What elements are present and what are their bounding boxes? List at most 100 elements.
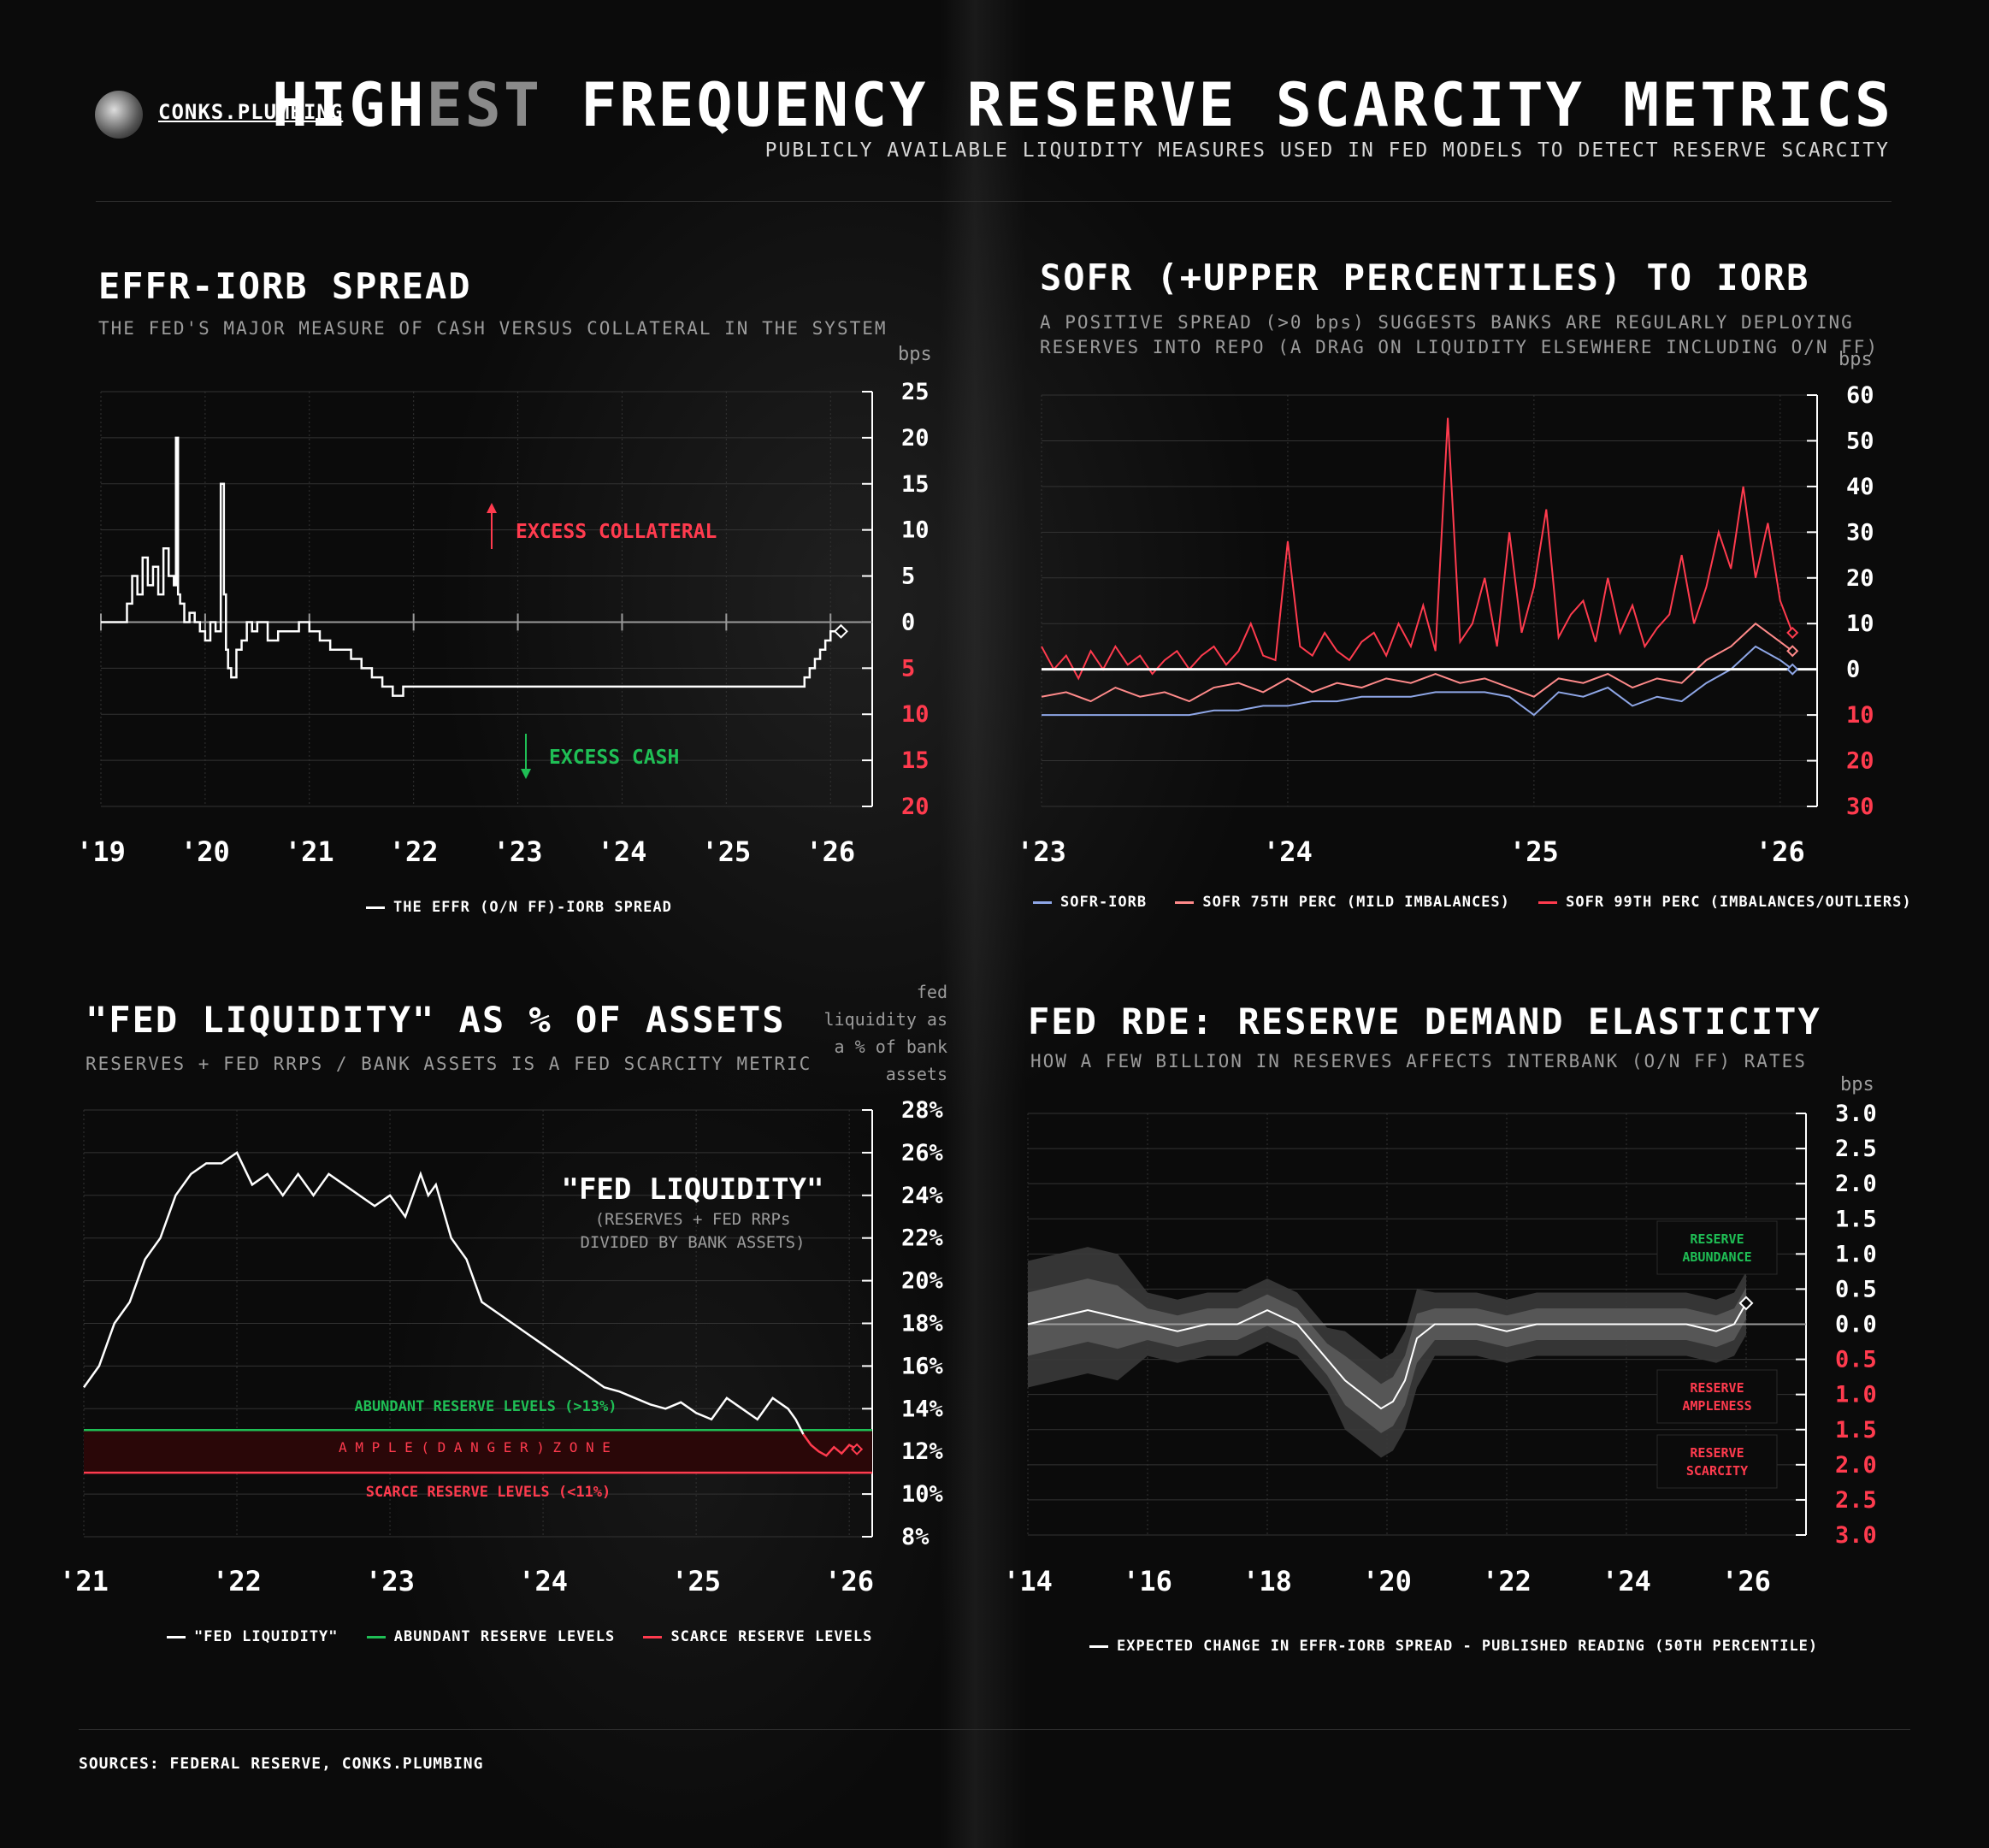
x-tick-label: '26 (1721, 1565, 1771, 1597)
y-tick-label: 28% (901, 1097, 944, 1124)
x-tick-label: '16 (1123, 1565, 1172, 1597)
effr-legend-item: THE EFFR (O/N FF)-IORB SPREAD (366, 899, 672, 916)
last-value-marker (1786, 645, 1799, 658)
sofr-chart: 60 50 40 30 20 10 0 10 20 30 '23 '24 '25 '26 (1017, 382, 1874, 868)
fedliq-legend: "FED LIQUIDITY" ABUNDANT RESERVE LEVELS … (167, 1628, 891, 1645)
rde-median-line (1027, 1302, 1747, 1410)
reserve-scarcity-box-label: SCARCITY (1686, 1463, 1748, 1479)
legend-swatch (1538, 900, 1558, 904)
y-tick-label: 30 (1846, 794, 1874, 820)
x-tick-label: '22 (1482, 1565, 1532, 1597)
fedliq-legend-item-3: SCARCE RESERVE LEVELS (643, 1628, 872, 1645)
x-tick-label: '18 (1242, 1565, 1292, 1597)
excess-collateral-label: EXCESS COLLATERAL (516, 521, 717, 543)
unit-line: assets (885, 1064, 947, 1084)
y-tick-label: 15 (901, 747, 930, 774)
y-tick-label: 0 (901, 609, 915, 635)
x-tick-label: '25 (1509, 835, 1559, 868)
reserve-abundance-box (1656, 1220, 1778, 1275)
y-tick-label: 2.5 (1835, 1487, 1877, 1514)
x-tick-label: '26 (1756, 835, 1805, 868)
y-tick-label: 16% (901, 1353, 944, 1379)
scarce-level-label: SCARCE RESERVE LEVELS (<11%) (366, 1484, 611, 1501)
header-divider (96, 201, 1892, 202)
y-tick-label: 1.0 (1835, 1382, 1877, 1408)
y-tick-label: 20 (1846, 565, 1874, 592)
legend-label: SOFR-IORB (1060, 894, 1148, 911)
unit-line: a % of bank (834, 1036, 947, 1057)
sofr-legend-item-1: SOFR-IORB (1033, 894, 1147, 911)
sofr-legend-item-3: SOFR 99TH PERC (IMBALANCES/OUTLIERS) (1538, 894, 1911, 911)
sofr-99th-percentile-line (1041, 417, 1794, 681)
excess-collateral-arrowhead (487, 503, 497, 513)
x-tick-label: '26 (806, 835, 855, 868)
sources-note: SOURCES: FEDERAL RESERVE, CONKS.PLUMBING (79, 1755, 484, 1773)
y-tick-label: 0.5 (1835, 1276, 1877, 1302)
x-tick-label: '21 (59, 1565, 109, 1597)
sofr-subtitle-1: A POSITIVE SPREAD (>0 bps) SUGGESTS BANK… (1040, 312, 1854, 333)
y-tick-label: 26% (901, 1140, 944, 1166)
y-tick-label: 2.0 (1835, 1452, 1877, 1479)
legend-swatch (366, 1635, 386, 1638)
page-title: HIGHEST FREQUENCY RESERVE SCARCITY METRI… (272, 70, 1893, 140)
abundant-level-label: ABUNDANT RESERVE LEVELS (>13%) (354, 1398, 617, 1415)
title-bright: HIGH (271, 70, 427, 140)
reserve-abundance-box-label: ABUNDANCE (1682, 1249, 1751, 1265)
y-tick-label: 20 (901, 794, 930, 820)
x-tick-label: '24 (1602, 1565, 1651, 1597)
last-value-marker (1738, 1296, 1754, 1311)
legend-swatch (643, 1635, 663, 1638)
x-tick-label: '21 (285, 835, 334, 868)
x-tick-label: '22 (389, 835, 439, 868)
fedliq-title: "FED LIQUIDITY" AS % OF ASSETS (86, 999, 786, 1041)
last-value-marker (1786, 626, 1799, 639)
reserve-ampleness-box-label: RESERVE (1690, 1380, 1744, 1396)
x-tick-label: '14 (1003, 1565, 1053, 1597)
y-tick-label: 1.5 (1835, 1206, 1877, 1232)
reserve-ampleness-box-label: AMPLENESS (1682, 1398, 1751, 1414)
legend-label: ABUNDANT RESERVE LEVELS (393, 1628, 616, 1645)
excess-cash-arrowhead (521, 769, 531, 779)
fed-liquidity-line (82, 1151, 805, 1435)
y-tick-label: 10 (1846, 702, 1874, 729)
brand-link[interactable]: CONKS.PLUMBING (158, 100, 344, 124)
fedliq-legend-item-1: "FED LIQUIDITY" (167, 1628, 339, 1645)
legend-swatch (167, 1635, 186, 1638)
y-tick-label: 15 (901, 471, 930, 498)
rde-subtitle: HOW A FEW BILLION IN RESERVES AFFECTS IN… (1030, 1051, 1807, 1072)
reserve-abundance-box-label: RESERVE (1690, 1231, 1744, 1247)
y-tick-label: 2.0 (1835, 1171, 1877, 1197)
fed-liquidity-line-scarce-segment (802, 1433, 858, 1457)
x-tick-label: '23 (1017, 835, 1066, 868)
rde-unit: bps (1840, 1074, 1874, 1095)
sofr-subtitle-2: RESERVES INTO REPO (A DRAG ON LIQUIDITY … (1040, 337, 1880, 357)
x-tick-label: '19 (76, 835, 126, 868)
y-tick-label: 0 (1846, 657, 1860, 683)
fedliq-legend-item-2: ABUNDANT RESERVE LEVELS (366, 1628, 616, 1645)
sofr-iorb-line (1042, 645, 1793, 717)
fedliq-unit: fed liquidity as a % of bank assets (821, 978, 948, 1088)
sofr-unit: bps (1838, 349, 1873, 370)
y-tick-label: 24% (901, 1183, 944, 1209)
y-tick-label: 10 (1846, 611, 1874, 637)
legend-label: EXPECTED CHANGE IN EFFR-IORB SPREAD - PU… (1117, 1638, 1819, 1655)
danger-zone-band (84, 1430, 872, 1473)
sofr-legend: SOFR-IORB SOFR 75TH PERC (MILD IMBALANCE… (1033, 894, 1931, 911)
danger-zone-label: A M P L E ( D A N G E R ) Z O N E (339, 1439, 611, 1455)
y-tick-label: 0.0 (1835, 1312, 1877, 1338)
x-tick-label: '20 (1362, 1565, 1412, 1597)
reserve-ampleness-box (1656, 1369, 1778, 1424)
legend-label: SCARCE RESERVE LEVELS (670, 1628, 873, 1645)
y-tick-label: 5 (901, 564, 915, 590)
unit-line: fed (916, 982, 947, 1002)
confidence-band-outer (1028, 1247, 1746, 1458)
x-tick-label: '26 (824, 1565, 874, 1597)
legend-label: SOFR 99TH PERC (IMBALANCES/OUTLIERS) (1566, 894, 1912, 911)
last-value-marker (1786, 663, 1799, 676)
unit-line: liquidity as (823, 1009, 948, 1030)
x-tick-label: '25 (671, 1565, 721, 1597)
legend-swatch (1089, 1644, 1108, 1648)
effr-title: EFFR-IORB SPREAD (98, 265, 472, 307)
y-tick-label: 3.0 (1835, 1522, 1877, 1549)
x-tick-label: '20 (180, 835, 230, 868)
